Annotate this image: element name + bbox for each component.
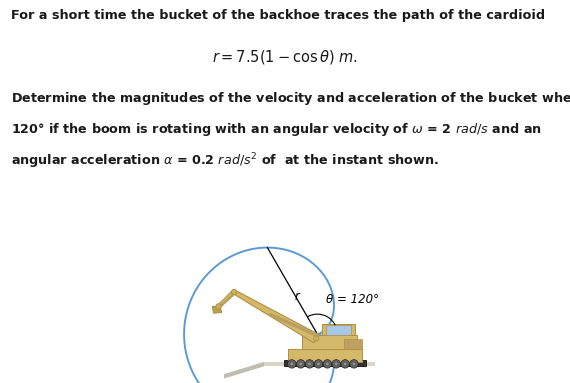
Polygon shape xyxy=(218,290,235,307)
Circle shape xyxy=(314,360,323,368)
Circle shape xyxy=(317,362,320,366)
Polygon shape xyxy=(344,339,362,349)
Circle shape xyxy=(231,289,237,295)
Circle shape xyxy=(335,362,338,366)
Text: r: r xyxy=(295,290,299,303)
Circle shape xyxy=(216,304,221,309)
Polygon shape xyxy=(212,306,222,313)
Text: 120° if the boom is rotating with an angular velocity of $\omega$ = 2 $\mathit{r: 120° if the boom is rotating with an ang… xyxy=(11,121,542,137)
Text: For a short time the bucket of the backhoe traces the path of the cardioid: For a short time the bucket of the backh… xyxy=(11,8,545,21)
Circle shape xyxy=(308,362,311,366)
Circle shape xyxy=(306,360,314,368)
Polygon shape xyxy=(233,290,319,343)
Circle shape xyxy=(314,336,319,341)
Polygon shape xyxy=(302,335,357,349)
Circle shape xyxy=(299,362,303,366)
Text: angular acceleration $\alpha$ = 0.2 $\mathit{rad/s^2}$ of  at the instant shown.: angular acceleration $\alpha$ = 0.2 $\ma… xyxy=(11,152,439,171)
Polygon shape xyxy=(288,349,362,362)
Text: θ = 120°: θ = 120° xyxy=(326,293,379,306)
Circle shape xyxy=(290,362,294,366)
Polygon shape xyxy=(326,325,351,335)
Text: Determine the magnitudes of the velocity and acceleration of the bucket when $\t: Determine the magnitudes of the velocity… xyxy=(11,90,570,106)
Circle shape xyxy=(325,362,329,366)
Circle shape xyxy=(341,360,349,368)
Circle shape xyxy=(296,360,305,368)
Polygon shape xyxy=(322,324,355,335)
Circle shape xyxy=(332,360,340,368)
Polygon shape xyxy=(284,360,367,366)
Circle shape xyxy=(352,362,356,366)
Polygon shape xyxy=(264,362,375,366)
Circle shape xyxy=(323,360,332,368)
Text: $r = 7.5(1 - \cos\theta)\ m.$: $r = 7.5(1 - \cos\theta)\ m.$ xyxy=(212,48,358,66)
Circle shape xyxy=(350,360,358,368)
Circle shape xyxy=(288,360,296,368)
Polygon shape xyxy=(224,362,264,378)
Circle shape xyxy=(343,362,347,366)
